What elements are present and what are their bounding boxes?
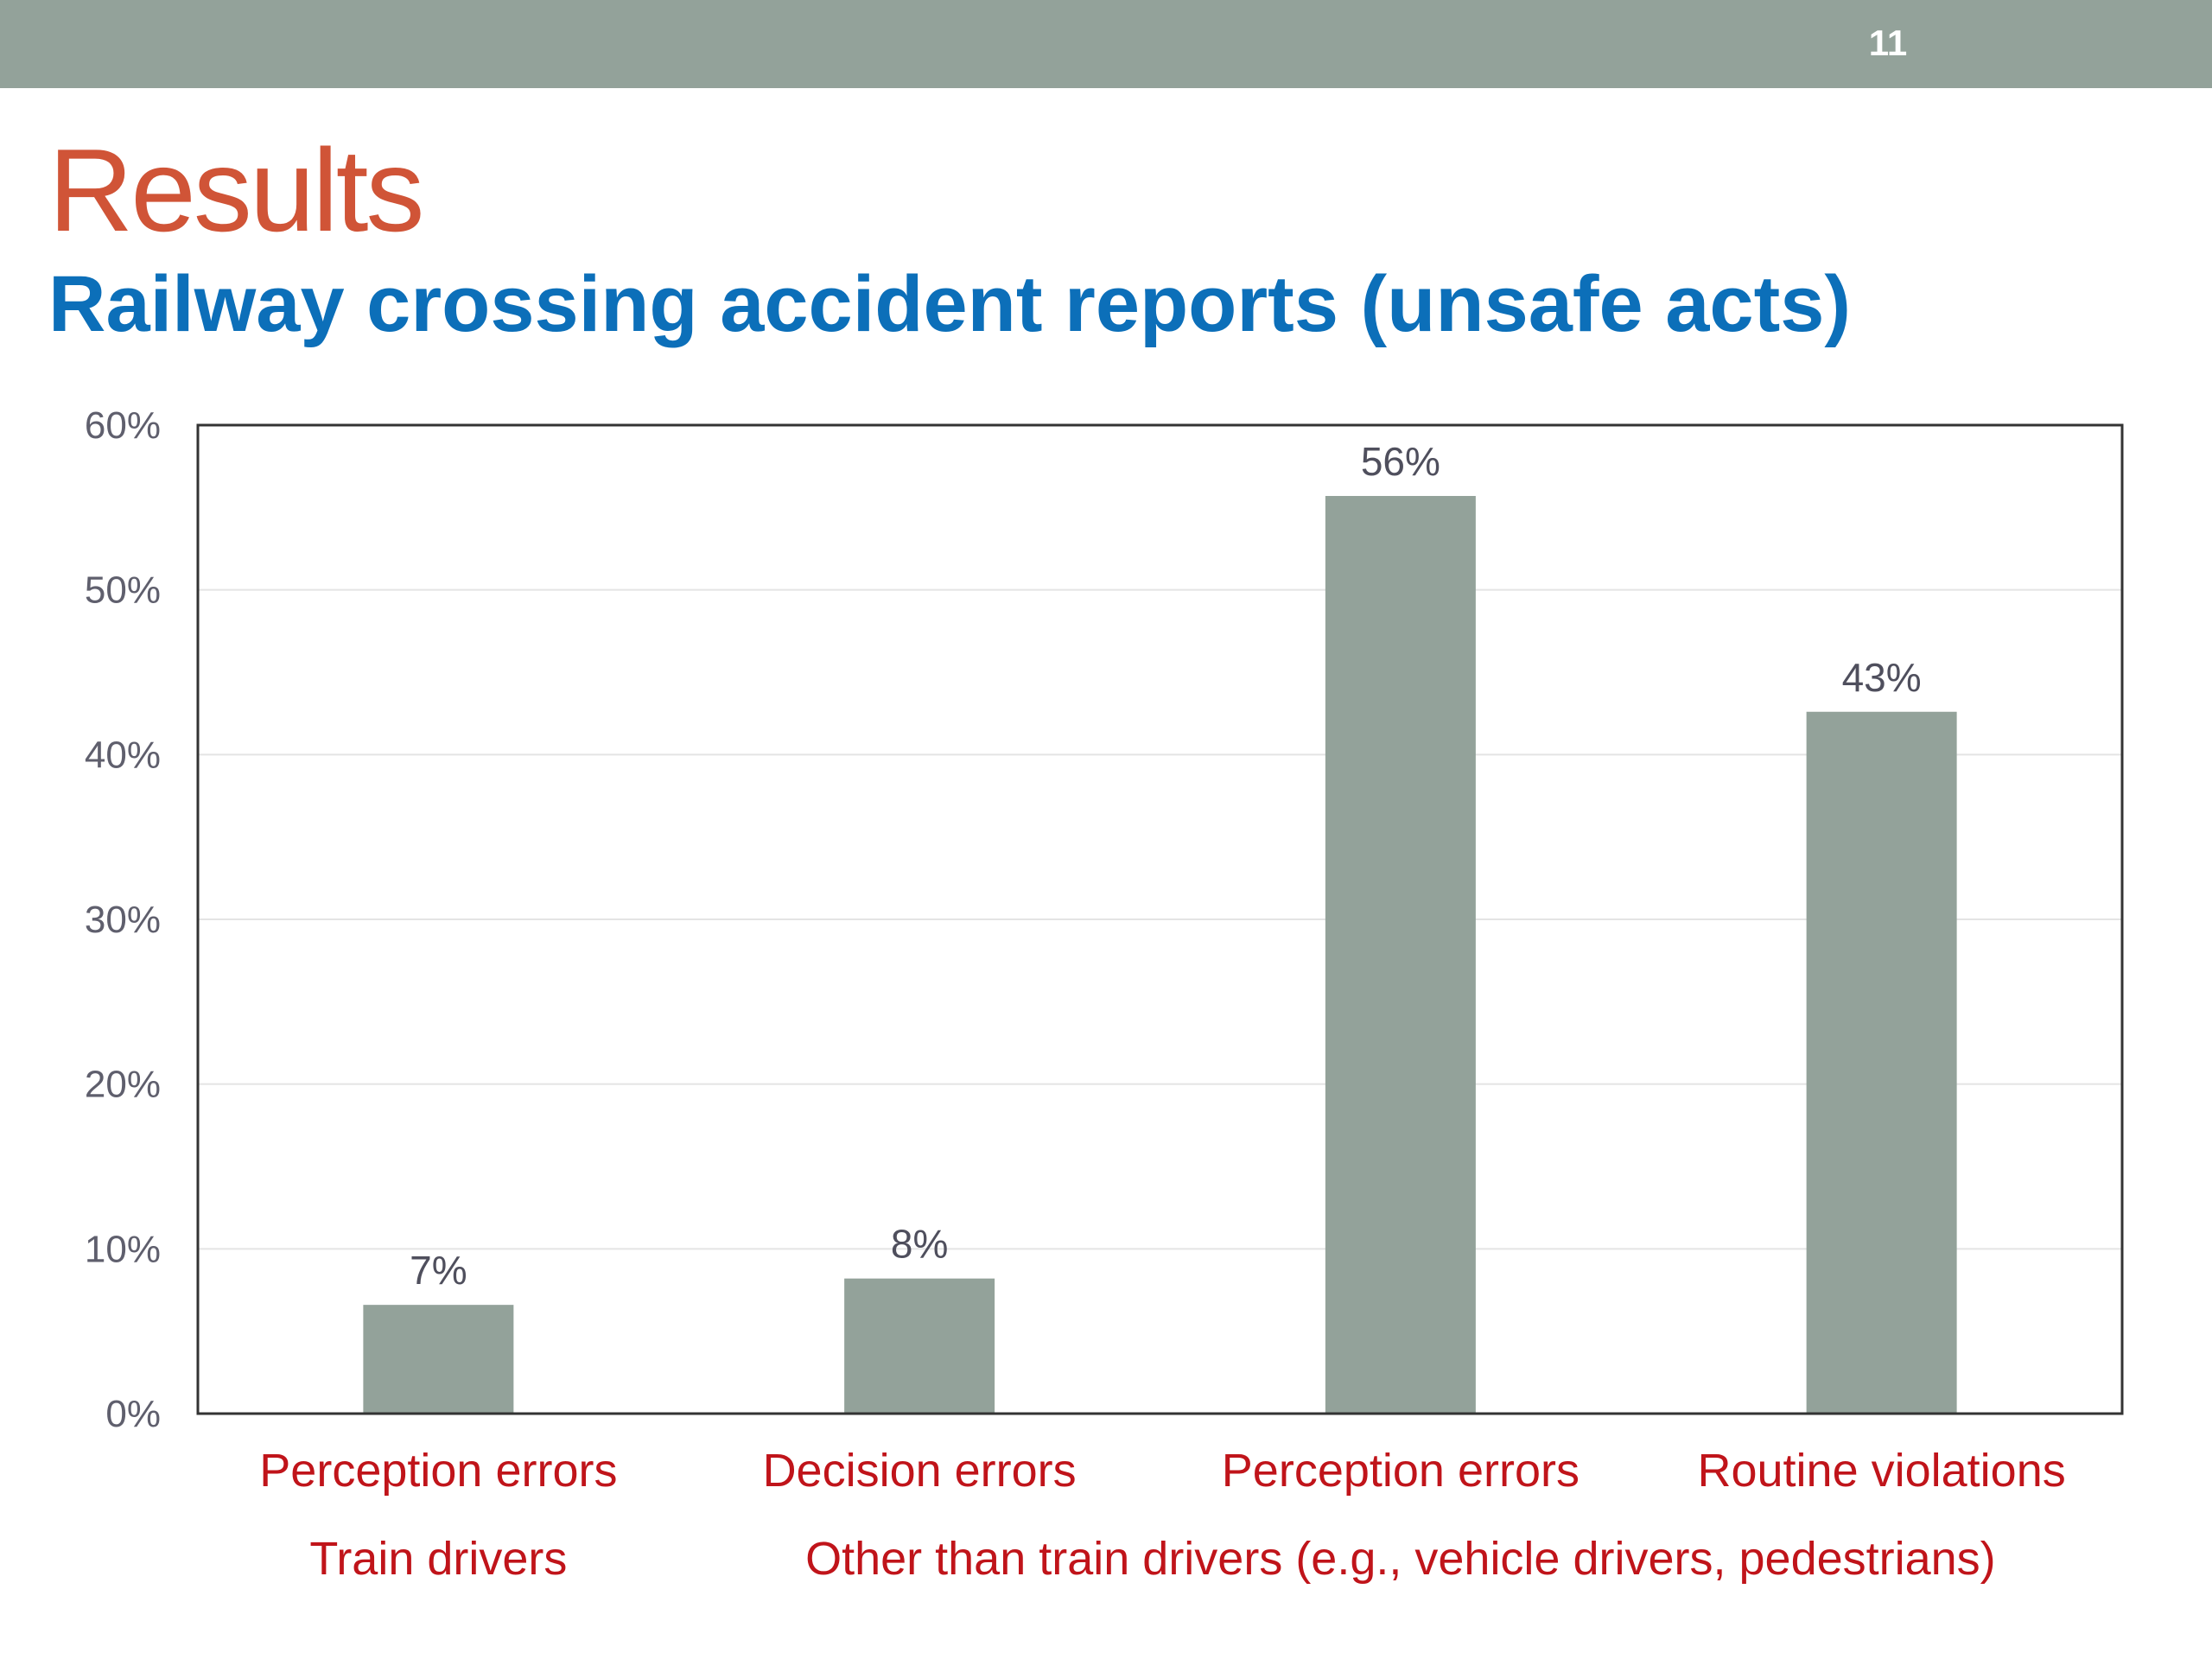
y-tick-label: 40% [85,734,161,776]
y-tick-label: 20% [85,1064,161,1106]
x-category-label: Routine violations [1697,1445,2065,1497]
data-label: 43% [1842,655,1922,700]
y-tick-label: 30% [85,899,161,941]
y-tick-label: 60% [85,404,161,447]
slide-title: Results [48,124,424,256]
bar [1806,711,1957,1414]
header-bar: 11 [0,0,2212,88]
data-label: 7% [410,1248,467,1293]
data-label: 8% [891,1222,948,1267]
plot-frame [196,423,2124,1415]
slide-subtitle: Railway crossing accident reports (unsaf… [48,260,1852,348]
bar [1325,495,1476,1414]
x-category-label: Decision errors [763,1445,1077,1497]
x-group-label: Train drivers [309,1533,567,1585]
y-tick-label: 50% [85,569,161,612]
y-tick-label: 10% [85,1228,161,1270]
x-group-label: Other than train drivers (e.g., vehicle … [805,1533,1996,1585]
bar [363,1305,514,1414]
data-label: 56% [1361,439,1440,484]
x-category-label: Perception errors [1222,1445,1580,1497]
y-tick-label: 0% [105,1393,161,1435]
slide-number: 11 [1868,22,1908,63]
bar [844,1278,995,1414]
x-category-label: Perception errors [259,1445,617,1497]
